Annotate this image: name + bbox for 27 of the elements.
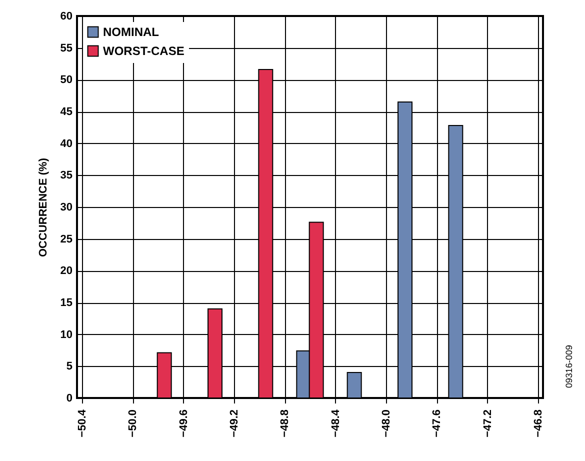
x-tick-label: −46.8 [532, 410, 544, 438]
y-tick-label: 35 [60, 170, 72, 182]
legend-label: WORST-CASE [103, 44, 184, 58]
x-tick-label: −49.2 [228, 410, 240, 438]
text: 09316-009 [564, 344, 574, 388]
legend-label: NOMINAL [103, 25, 159, 39]
x-tick-label: −47.2 [482, 410, 494, 438]
y-tick-label: 25 [60, 233, 72, 246]
x-tick-label: −48.4 [330, 408, 342, 438]
x-tick-label: −48.0 [380, 410, 392, 438]
y-tick-label: 20 [60, 265, 72, 278]
y-tick-label: 60 [60, 10, 72, 22]
y-tick-label: 40 [60, 138, 72, 150]
x-tick-label: −48.8 [279, 410, 292, 438]
y-tick-label: 50 [60, 74, 72, 86]
x-tick-label: −49.6 [178, 410, 190, 438]
x-tick-label: −50.4 [76, 408, 88, 438]
y-axis-title: OCCURRENCE (%) [37, 158, 50, 257]
y-tick-label: 10 [60, 328, 72, 341]
y-tick-label: 30 [60, 202, 72, 214]
y-tick-label: 5 [66, 360, 72, 373]
y-tick-label: 0 [66, 392, 72, 404]
x-tick-label: −50.0 [127, 410, 140, 438]
y-tick-label: 55 [60, 42, 72, 54]
y-tick-label: 45 [60, 106, 72, 118]
y-tick-label: 15 [60, 297, 72, 309]
x-tick-label: −47.6 [431, 410, 444, 438]
